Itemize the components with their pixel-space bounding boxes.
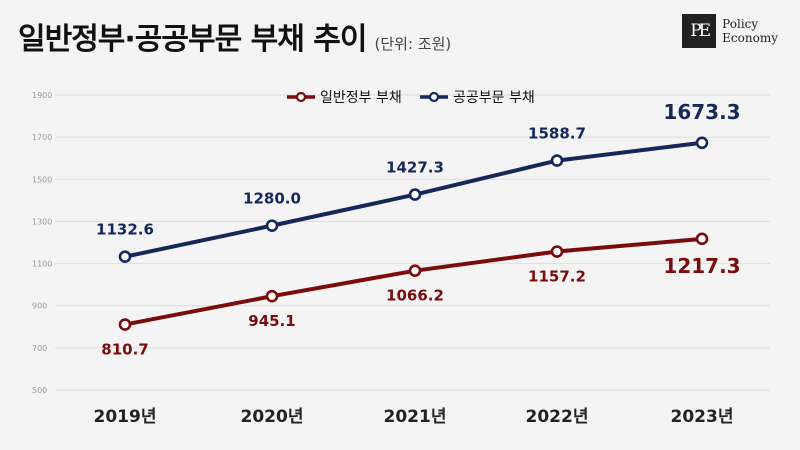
y-tick-label: 700	[32, 344, 47, 353]
data-label: 1280.0	[243, 190, 301, 208]
logo: PE Policy Economy	[682, 14, 778, 48]
logo-mark: PE	[682, 14, 717, 48]
x-tick-label: 2020년	[241, 407, 304, 427]
data-point	[118, 318, 132, 331]
data-label: 1157.2	[528, 268, 586, 286]
y-tick-label: 900	[32, 302, 47, 311]
data-point	[408, 264, 422, 277]
data-label: 1588.7	[528, 125, 586, 143]
data-point	[695, 136, 709, 150]
data-point	[550, 245, 564, 258]
data-label: 1217.3	[663, 254, 740, 278]
legend-label: 공공부문 부채	[453, 90, 535, 106]
x-tick-label: 2019년	[94, 407, 157, 427]
data-label: 1427.3	[386, 159, 444, 177]
y-tick-label: 1700	[32, 133, 52, 142]
data-point	[118, 250, 132, 264]
x-tick-label: 2022년	[526, 407, 589, 427]
data-label: 810.7	[101, 341, 148, 359]
data-point	[550, 154, 564, 167]
x-tick-label: 2023년	[671, 407, 734, 427]
data-point	[265, 289, 279, 303]
y-tick-label: 1300	[32, 217, 52, 226]
data-label: 945.1	[248, 312, 295, 330]
series-line	[124, 236, 703, 327]
title-area: 일반정부·공공부문 부채 추이 (단위: 조원)	[18, 14, 451, 58]
chart-title: 일반정부·공공부문 부채 추이	[18, 22, 367, 57]
legend-label: 일반정부 부채	[320, 90, 402, 106]
logo-line-2: Economy	[722, 31, 778, 45]
y-tick-label: 1500	[32, 175, 52, 184]
logo-text: Policy Economy	[722, 17, 778, 45]
data-label: 1132.6	[96, 221, 154, 239]
legend-marker	[295, 91, 307, 103]
data-label: 1066.2	[386, 287, 444, 305]
x-tick-label: 2021년	[384, 407, 447, 427]
y-tick-label: 500	[32, 386, 47, 395]
data-point	[265, 219, 279, 232]
data-label: 1673.3	[663, 100, 740, 124]
unit-label: (단위: 조원)	[374, 35, 452, 53]
legend-marker	[428, 91, 440, 103]
logo-line-1: Policy	[722, 17, 759, 31]
y-tick-label: 1100	[32, 260, 52, 269]
data-point	[408, 188, 422, 201]
data-point	[695, 232, 709, 246]
y-tick-label: 1900	[32, 91, 52, 100]
